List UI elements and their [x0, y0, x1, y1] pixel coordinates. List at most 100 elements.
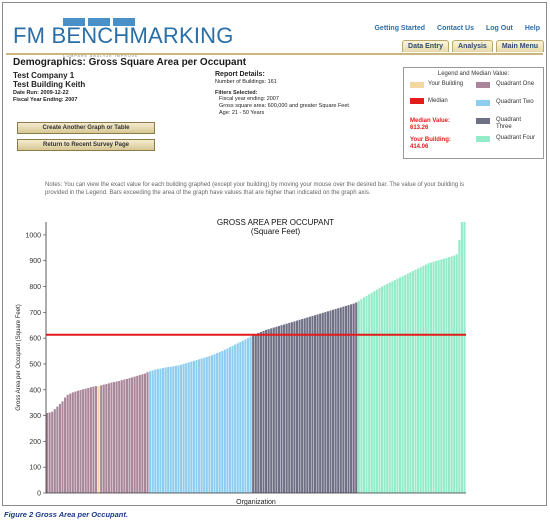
median-swatch — [410, 98, 424, 104]
logo-bar — [63, 18, 85, 26]
bar — [118, 380, 121, 493]
notes-text: Notes: You can view the exact value for … — [45, 182, 465, 196]
bar — [288, 322, 291, 493]
report-details: Report Details: Number of Buildings: 161… — [215, 71, 385, 117]
legend-q1: Quadrant One — [496, 81, 535, 87]
bar — [435, 260, 438, 493]
create-another-graph-button[interactable]: Create Another Graph or Table — [17, 122, 155, 134]
bar — [293, 321, 296, 493]
bar — [357, 300, 360, 493]
getting-started-link[interactable]: Getting Started — [374, 25, 426, 32]
y-tick-label: 300 — [29, 413, 41, 420]
bar — [450, 256, 453, 493]
bar — [460, 222, 463, 493]
logo-bar — [88, 18, 110, 26]
bar — [228, 347, 232, 493]
bar — [149, 371, 152, 493]
bar — [213, 354, 216, 493]
tab-analysis[interactable]: Analysis — [452, 40, 493, 52]
bar — [458, 240, 461, 493]
help-link[interactable]: Help — [524, 25, 540, 32]
bar — [167, 367, 170, 493]
bar — [463, 222, 466, 493]
legend-box: Legend and Median Value: Your Building M… — [403, 67, 544, 159]
bar — [208, 356, 211, 493]
tab-data-entry[interactable]: Data Entry — [402, 40, 450, 52]
y-tick-label: 800 — [29, 284, 41, 291]
log-out-link[interactable]: Log Out — [486, 25, 513, 32]
bar — [378, 288, 381, 493]
bar — [324, 312, 327, 493]
tab-main-menu[interactable]: Main Menu — [495, 40, 544, 52]
legend-median: Median — [428, 98, 448, 104]
bar — [71, 392, 74, 493]
bar — [445, 257, 448, 493]
bar — [440, 259, 443, 493]
y-tick-label: 600 — [29, 336, 41, 343]
bar — [283, 324, 286, 493]
y-tick-label: 400 — [29, 387, 41, 394]
date-run: Date Run: 2009-12-22 — [13, 90, 69, 96]
bar — [156, 369, 159, 493]
bar — [442, 258, 445, 493]
bar — [414, 269, 417, 493]
main-tabs: Data Entry Analysis Main Menu — [402, 40, 544, 52]
y-tick-label: 500 — [29, 361, 41, 368]
header-divider — [6, 53, 543, 55]
number-of-buildings: Number of Buildings: 161 — [215, 79, 277, 85]
bar — [61, 401, 64, 493]
bar-chart: 0 100 200 300 400 500 600 700 800 900 1000 Organiz… — [16, 222, 466, 505]
bar — [200, 358, 203, 493]
bar — [422, 265, 425, 493]
bar — [154, 369, 157, 493]
filters-heading: Filters Selected: — [215, 90, 258, 96]
bar — [347, 305, 350, 493]
bar — [313, 315, 317, 493]
bar — [177, 365, 180, 493]
bar — [326, 311, 329, 493]
bar — [344, 305, 348, 493]
caption-prefix: Figure — [4, 510, 27, 519]
bar — [205, 356, 208, 493]
company-name: Test Company 1 — [13, 71, 75, 80]
y-tick-label: 100 — [29, 465, 41, 472]
bar — [411, 271, 415, 493]
bar — [391, 281, 394, 493]
bar — [120, 380, 123, 493]
contact-us-link[interactable]: Contact Us — [437, 25, 474, 32]
bar — [350, 304, 353, 493]
bar — [105, 384, 108, 493]
bar — [112, 382, 116, 493]
bar — [223, 349, 226, 493]
bar — [252, 335, 255, 493]
bar — [161, 368, 165, 493]
bar — [234, 344, 237, 493]
bar — [429, 262, 433, 493]
bar — [386, 283, 389, 493]
bar — [375, 289, 378, 493]
bar — [352, 303, 355, 493]
bar — [285, 323, 288, 493]
bar — [432, 261, 435, 493]
filter-gross-area: Gross square area: 600,000 and greater S… — [219, 103, 349, 109]
screenshot-frame: FM BENCHMARKING COMPARE ANALYZE IMPROVE … — [2, 2, 547, 506]
q3-swatch — [476, 118, 490, 124]
bar — [311, 315, 314, 493]
bar — [355, 302, 358, 493]
return-to-survey-button[interactable]: Return to Recent Survey Page — [17, 139, 155, 151]
bar — [337, 308, 340, 493]
bar — [267, 329, 270, 493]
chart-subtitle: (Square Feet) — [250, 227, 301, 236]
bar — [239, 342, 242, 493]
bar — [107, 383, 110, 493]
bar — [257, 332, 260, 493]
legend-q2: Quadrant Two — [496, 99, 534, 105]
bar — [342, 306, 345, 493]
bar — [231, 345, 234, 493]
bar — [316, 314, 319, 493]
q2-swatch — [476, 100, 490, 106]
filter-fiscal-year: Fiscal year ending: 2007 — [219, 96, 279, 102]
bar — [216, 353, 219, 493]
bar — [218, 352, 221, 493]
fm-benchmarking-logo[interactable]: FM BENCHMARKING COMPARE ANALYZE IMPROVE — [13, 18, 234, 58]
